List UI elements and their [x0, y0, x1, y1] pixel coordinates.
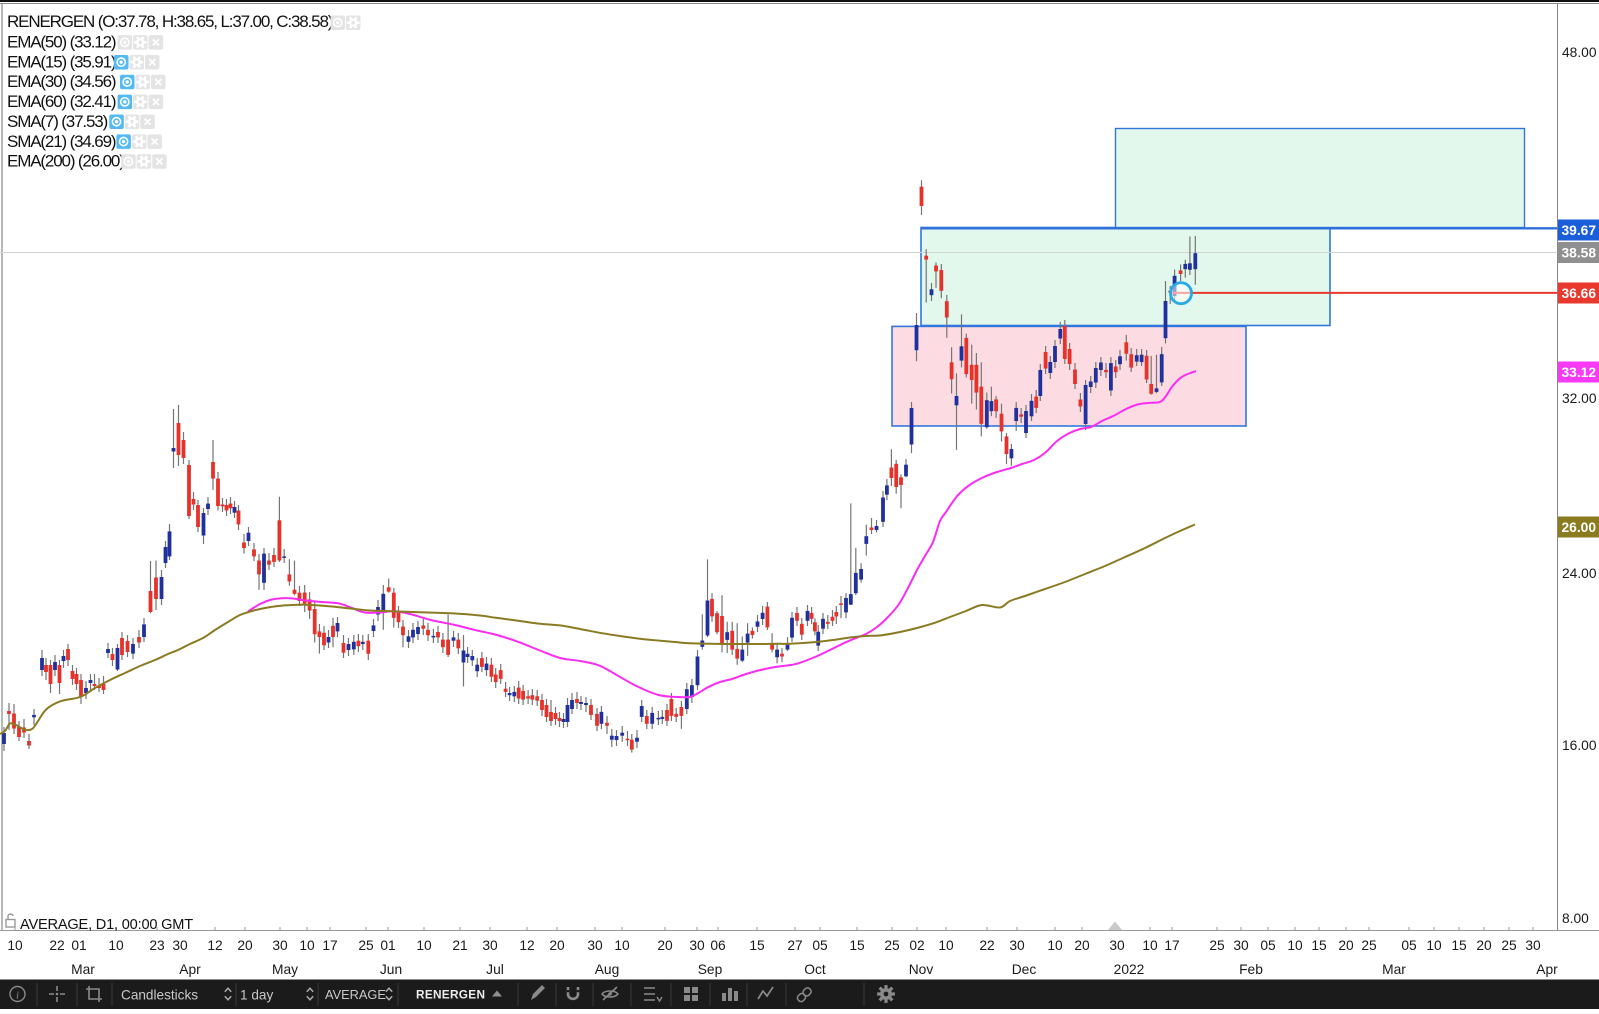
svg-text:8.00: 8.00 — [1562, 911, 1589, 926]
svg-text:2022: 2022 — [1114, 962, 1145, 977]
svg-text:20: 20 — [1338, 938, 1354, 953]
svg-text:02: 02 — [909, 938, 924, 953]
svg-text:EMA(15) (35.91): EMA(15) (35.91) — [7, 52, 116, 71]
svg-text:06: 06 — [710, 938, 726, 953]
svg-text:20: 20 — [1074, 938, 1090, 953]
svg-text:10: 10 — [614, 938, 630, 953]
svg-text:33.12: 33.12 — [1562, 365, 1597, 380]
svg-text:10: 10 — [1426, 938, 1442, 953]
svg-text:01: 01 — [71, 938, 86, 953]
svg-text:Apr: Apr — [1536, 962, 1558, 977]
svg-text:25: 25 — [1361, 938, 1377, 953]
svg-text:EMA(50) (33.12): EMA(50) (33.12) — [7, 33, 116, 52]
svg-text:Nov: Nov — [909, 962, 934, 977]
svg-text:24.00: 24.00 — [1562, 566, 1597, 581]
svg-text:i: i — [16, 990, 19, 1002]
svg-text:10: 10 — [108, 938, 124, 953]
svg-text:10: 10 — [938, 938, 954, 953]
svg-text:Candlesticks: Candlesticks — [121, 988, 198, 1003]
svg-text:15: 15 — [1311, 938, 1327, 953]
svg-text:21: 21 — [452, 938, 467, 953]
svg-text:Mar: Mar — [1382, 962, 1406, 977]
svg-text:05: 05 — [812, 938, 828, 953]
svg-text:32.00: 32.00 — [1562, 391, 1597, 406]
svg-text:10: 10 — [416, 938, 432, 953]
svg-text:Mar: Mar — [71, 962, 95, 977]
svg-text:30: 30 — [272, 938, 288, 953]
svg-text:AVERAGE, D1, 00:00 GMT: AVERAGE, D1, 00:00 GMT — [20, 917, 193, 933]
svg-text:48.00: 48.00 — [1562, 45, 1597, 60]
svg-text:15: 15 — [1451, 938, 1467, 953]
svg-text:Jun: Jun — [380, 962, 402, 977]
svg-text:15: 15 — [849, 938, 865, 953]
svg-text:30: 30 — [482, 938, 498, 953]
svg-text:36.66: 36.66 — [1562, 286, 1597, 301]
svg-text:Sep: Sep — [698, 962, 723, 977]
svg-text:20: 20 — [657, 938, 673, 953]
svg-text:20: 20 — [549, 938, 565, 953]
svg-text:30: 30 — [172, 938, 188, 953]
svg-text:May: May — [272, 962, 298, 977]
svg-text:17: 17 — [1164, 938, 1179, 953]
svg-text:SMA(7) (37.53): SMA(7) (37.53) — [7, 112, 108, 131]
svg-text:30: 30 — [1109, 938, 1125, 953]
svg-text:EMA(200) (26.00): EMA(200) (26.00) — [7, 152, 124, 171]
svg-text:Dec: Dec — [1012, 962, 1037, 977]
svg-text:25: 25 — [884, 938, 900, 953]
svg-text:01: 01 — [380, 938, 395, 953]
svg-text:30: 30 — [689, 938, 705, 953]
svg-text:17: 17 — [322, 938, 337, 953]
svg-text:RENERGEN (O:37.78, H:38.65, L:: RENERGEN (O:37.78, H:38.65, L:37.00, C:3… — [7, 12, 333, 31]
svg-text:Apr: Apr — [179, 962, 201, 977]
svg-text:10: 10 — [7, 938, 23, 953]
svg-text:15: 15 — [749, 938, 765, 953]
svg-text:27: 27 — [787, 938, 802, 953]
svg-text:16.00: 16.00 — [1562, 738, 1597, 753]
svg-text:05: 05 — [1401, 938, 1417, 953]
svg-text:AVERAGE: AVERAGE — [325, 987, 386, 1002]
svg-text:SMA(21) (34.69): SMA(21) (34.69) — [7, 132, 116, 151]
svg-text:38.58: 38.58 — [1562, 245, 1597, 260]
svg-text:30: 30 — [1233, 938, 1249, 953]
svg-text:39.67: 39.67 — [1562, 223, 1597, 238]
svg-text:25: 25 — [1209, 938, 1225, 953]
svg-text:25: 25 — [1501, 938, 1517, 953]
svg-text:12: 12 — [207, 938, 222, 953]
svg-text:26.00: 26.00 — [1562, 520, 1597, 535]
svg-text:05: 05 — [1260, 938, 1276, 953]
svg-text:Oct: Oct — [804, 962, 826, 977]
svg-text:20: 20 — [1476, 938, 1492, 953]
svg-text:Aug: Aug — [595, 962, 620, 977]
svg-text:10: 10 — [1287, 938, 1303, 953]
svg-text:RENERGEN: RENERGEN — [416, 988, 485, 1002]
svg-text:22: 22 — [49, 938, 64, 953]
svg-text:12: 12 — [519, 938, 534, 953]
svg-text:Feb: Feb — [1239, 962, 1263, 977]
svg-text:10: 10 — [1142, 938, 1158, 953]
svg-text:25: 25 — [358, 938, 374, 953]
svg-text:EMA(60) (32.41): EMA(60) (32.41) — [7, 92, 116, 111]
svg-text:20: 20 — [237, 938, 253, 953]
svg-text:30: 30 — [587, 938, 603, 953]
svg-text:23: 23 — [149, 938, 165, 953]
svg-text:30: 30 — [1525, 938, 1541, 953]
svg-text:EMA(30) (34.56): EMA(30) (34.56) — [7, 72, 116, 91]
svg-text:22: 22 — [979, 938, 994, 953]
svg-text:10: 10 — [1047, 938, 1063, 953]
svg-text:Jul: Jul — [486, 962, 504, 977]
svg-text:1 day: 1 day — [240, 988, 273, 1003]
svg-text:30: 30 — [1009, 938, 1025, 953]
svg-text:10: 10 — [299, 938, 315, 953]
